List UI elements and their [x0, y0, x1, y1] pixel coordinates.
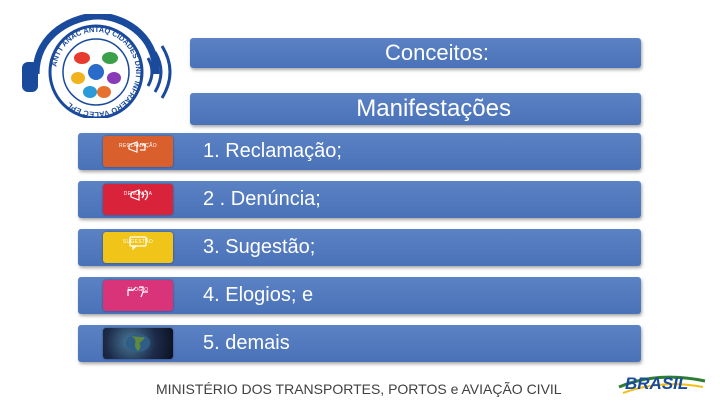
list-item-reclamacao: RECLAMAÇÃO 1. Reclamação; [78, 133, 641, 170]
list-item-denuncia: DENÚNCIA 2 . Denúncia; [78, 181, 641, 218]
list-item-demais: 5. demais [78, 325, 641, 362]
elogios-thumbnail: ELOGIO [103, 280, 173, 311]
sugestao-thumbnail: SUGESTÃO [103, 232, 173, 263]
brasil-logo: BRASIL [618, 374, 706, 394]
page-title: Conceitos: [385, 40, 489, 65]
item-label: 4. Elogios; e [203, 284, 314, 306]
conceitos-title-bar: Conceitos: [190, 38, 641, 68]
list-item-sugestao: SUGESTÃO 3. Sugestão; [78, 229, 641, 266]
item-label: 1. Reclamação; [203, 140, 342, 162]
item-label: 2 . Denúncia; [203, 188, 321, 210]
reclamacao-thumbnail: RECLAMAÇÃO [103, 136, 173, 167]
ministry-footer: MINISTÉRIO DOS TRANSPORTES, PORTOS e AVI… [156, 381, 562, 397]
speech-bubble-icon [129, 236, 147, 250]
brasil-logo-text: BRASIL [625, 374, 688, 393]
demais-thumbnail [103, 328, 173, 359]
thumb-caption: DENÚNCIA [123, 191, 153, 197]
megaphone-icon [128, 141, 146, 153]
page-subtitle: Manifestações [356, 95, 511, 122]
manifestacoes-subtitle-bar: Manifestações [190, 93, 641, 125]
thumb-caption: SUGESTÃO [122, 239, 154, 245]
thumb-caption: ELOGIO [127, 287, 149, 293]
item-label: 5. demais [203, 332, 290, 354]
ouvidoria-logo: ANTT ANAC ANTAQ CIDADES DNIT INFRAERO VA… [22, 14, 172, 118]
globe-icon [125, 334, 151, 352]
denuncia-thumbnail: DENÚNCIA [103, 184, 173, 215]
thumb-caption: RECLAMAÇÃO [118, 143, 157, 149]
megaphone-icon [130, 189, 149, 201]
list-item-elogios: ELOGIO 4. Elogios; e [78, 277, 641, 314]
item-label: 3. Sugestão; [203, 236, 316, 258]
handshake-icon [127, 286, 148, 298]
